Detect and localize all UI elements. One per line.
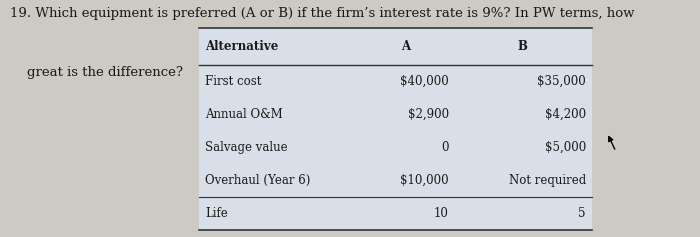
Text: B: B: [518, 40, 528, 53]
Text: Not required: Not required: [509, 174, 586, 187]
Text: $40,000: $40,000: [400, 75, 449, 88]
Text: First cost: First cost: [205, 75, 262, 88]
Text: Overhaul (Year 6): Overhaul (Year 6): [205, 174, 311, 187]
Text: $35,000: $35,000: [537, 75, 586, 88]
Text: $2,900: $2,900: [407, 108, 449, 121]
Text: $10,000: $10,000: [400, 174, 449, 187]
Text: A: A: [400, 40, 410, 53]
Text: 19. Which equipment is preferred (A or B) if the firm’s interest rate is 9%? In : 19. Which equipment is preferred (A or B…: [10, 7, 635, 20]
Text: Life: Life: [205, 207, 228, 220]
Text: 0: 0: [441, 141, 449, 154]
Text: Annual O&M: Annual O&M: [205, 108, 283, 121]
Text: Salvage value: Salvage value: [205, 141, 288, 154]
Text: $5,000: $5,000: [545, 141, 586, 154]
Text: Alternative: Alternative: [205, 40, 279, 53]
Text: 5: 5: [578, 207, 586, 220]
Text: 10: 10: [434, 207, 449, 220]
Text: $4,200: $4,200: [545, 108, 586, 121]
Text: great is the difference?: great is the difference?: [10, 66, 183, 79]
